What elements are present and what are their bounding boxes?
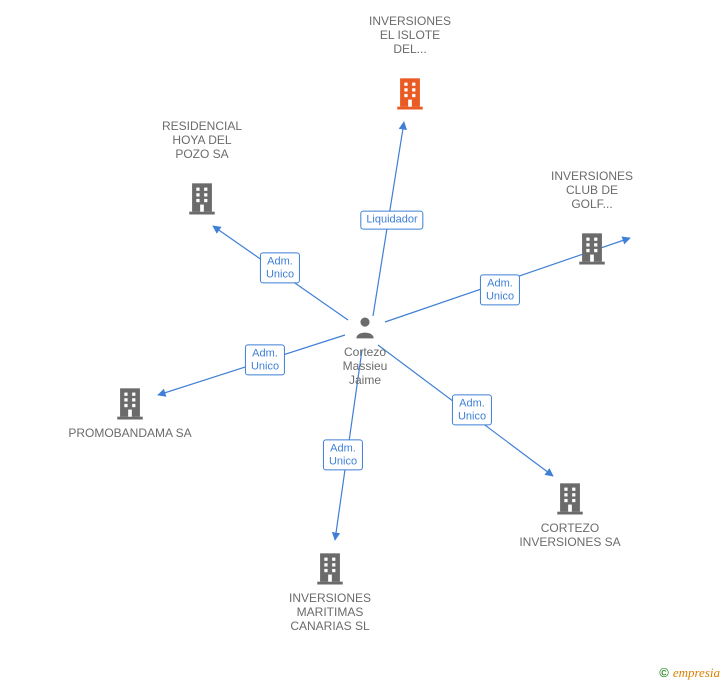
building-icon [313,551,347,585]
building-icon [113,386,147,420]
company-label-cortezo: CORTEZO INVERSIONES SA [519,522,620,550]
company-node-maritimas[interactable] [313,551,347,590]
building-icon [393,76,427,110]
company-node-hoya[interactable] [185,181,219,220]
company-node-cortezo[interactable] [553,481,587,520]
edge-line [335,350,362,540]
company-label-promo: PROMOBANDAMA SA [68,427,191,441]
building-icon [185,181,219,215]
edge-line [213,226,348,320]
center-person-label: Cortezo Massieu Jaime [343,346,388,387]
edge-label: Adm. Unico [245,344,285,375]
watermark: © empresia [659,665,720,681]
building-icon [553,481,587,515]
company-node-promo[interactable] [113,386,147,425]
person-icon [352,315,378,341]
edge-label: Liquidador [360,211,423,230]
brand-name: empresia [673,665,720,680]
company-label-hoya: RESIDENCIAL HOYA DEL POZO SA [162,120,242,161]
edge-line [158,335,345,395]
edge-line [378,345,553,476]
edge-line [373,122,404,316]
edge-label: Adm. Unico [480,274,520,305]
company-node-islote[interactable] [393,76,427,115]
edge-label: Adm. Unico [260,252,300,283]
company-node-golf[interactable] [575,231,609,270]
center-person[interactable] [352,315,378,346]
edge-label: Adm. Unico [452,394,492,425]
building-icon [575,231,609,265]
copyright-symbol: © [659,665,669,680]
company-label-maritimas: INVERSIONES MARITIMAS CANARIAS SL [289,592,371,633]
company-label-golf: INVERSIONES CLUB DE GOLF... [551,170,633,211]
edge-label: Adm. Unico [323,439,363,470]
company-label-islote: INVERSIONES EL ISLOTE DEL... [369,15,451,56]
network-diagram: Liquidador Adm. Unico Adm. Unico Adm. Unico… [0,0,728,685]
